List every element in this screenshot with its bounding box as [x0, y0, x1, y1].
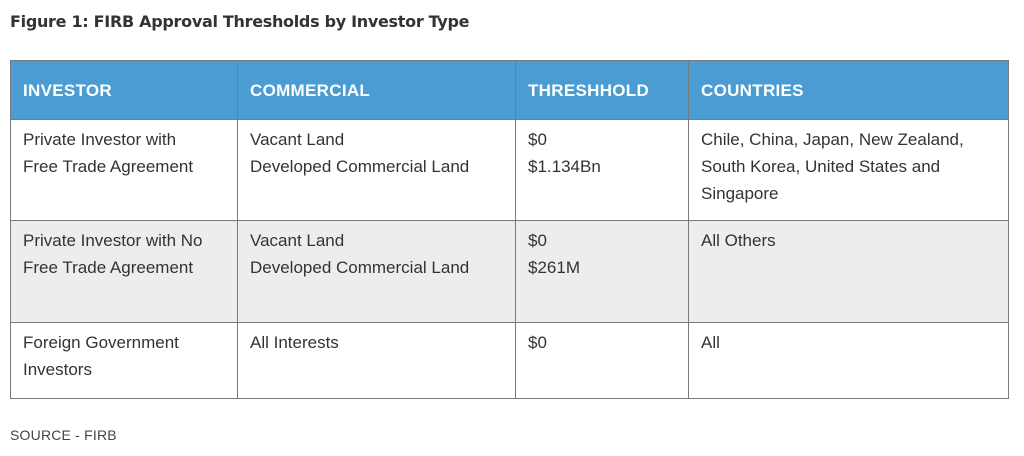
cell-countries: All [688, 322, 1009, 399]
cell-line: Developed Commercial Land [250, 157, 470, 176]
table-row: Private Investor with No Free Trade Agre… [10, 220, 1009, 323]
header-countries: COUNTRIES [688, 60, 1009, 120]
cell-line: Vacant Land [250, 130, 345, 149]
header-commercial: COMMERCIAL [237, 60, 516, 120]
table-header-row: INVESTOR COMMERCIAL THRESHHOLD COUNTRIES [10, 60, 1009, 120]
table-row: Private Investor with Free Trade Agreeme… [10, 119, 1009, 221]
cell-threshold: $0 $1.134Bn [515, 119, 689, 221]
cell-investor: Private Investor with No Free Trade Agre… [10, 220, 238, 323]
cell-line: Foreign Government [23, 333, 179, 352]
cell-countries: All Others [688, 220, 1009, 323]
cell-threshold: $0 $261M [515, 220, 689, 323]
cell-line: $0 [528, 130, 547, 149]
cell-line: Singapore [701, 184, 779, 203]
figure-title: Figure 1: FIRB Approval Thresholds by In… [10, 12, 470, 31]
cell-line: South Korea, United States and [701, 157, 941, 176]
table-row: Foreign Government Investors All Interes… [10, 322, 1009, 399]
cell-investor: Foreign Government Investors [10, 322, 238, 399]
cell-line: All Interests [250, 333, 339, 352]
cell-line: $0 [528, 333, 547, 352]
cell-line: $261M [528, 258, 580, 277]
cell-line: Private Investor with [23, 130, 177, 149]
cell-line: All [701, 333, 720, 352]
cell-line: Investors [23, 360, 92, 379]
cell-investor: Private Investor with Free Trade Agreeme… [10, 119, 238, 221]
cell-line: Vacant Land [250, 231, 345, 250]
cell-line: Private Investor with No [23, 231, 203, 250]
cell-threshold: $0 [515, 322, 689, 399]
cell-line: $1.134Bn [528, 157, 601, 176]
cell-line: $0 [528, 231, 547, 250]
firb-thresholds-table: INVESTOR COMMERCIAL THRESHHOLD COUNTRIES… [10, 60, 1009, 399]
cell-line: Free Trade Agreement [23, 258, 194, 277]
cell-countries: Chile, China, Japan, New Zealand, South … [688, 119, 1009, 221]
cell-line: Free Trade Agreement [23, 157, 194, 176]
cell-line: Chile, China, Japan, New Zealand, [701, 130, 964, 149]
header-investor: INVESTOR [10, 60, 238, 120]
cell-commercial: All Interests [237, 322, 516, 399]
cell-commercial: Vacant Land Developed Commercial Land [237, 220, 516, 323]
cell-line: Developed Commercial Land [250, 258, 470, 277]
header-threshold: THRESHHOLD [515, 60, 689, 120]
cell-line: All Others [701, 231, 776, 250]
source-note: SOURCE - FIRB [10, 427, 117, 443]
cell-commercial: Vacant Land Developed Commercial Land [237, 119, 516, 221]
